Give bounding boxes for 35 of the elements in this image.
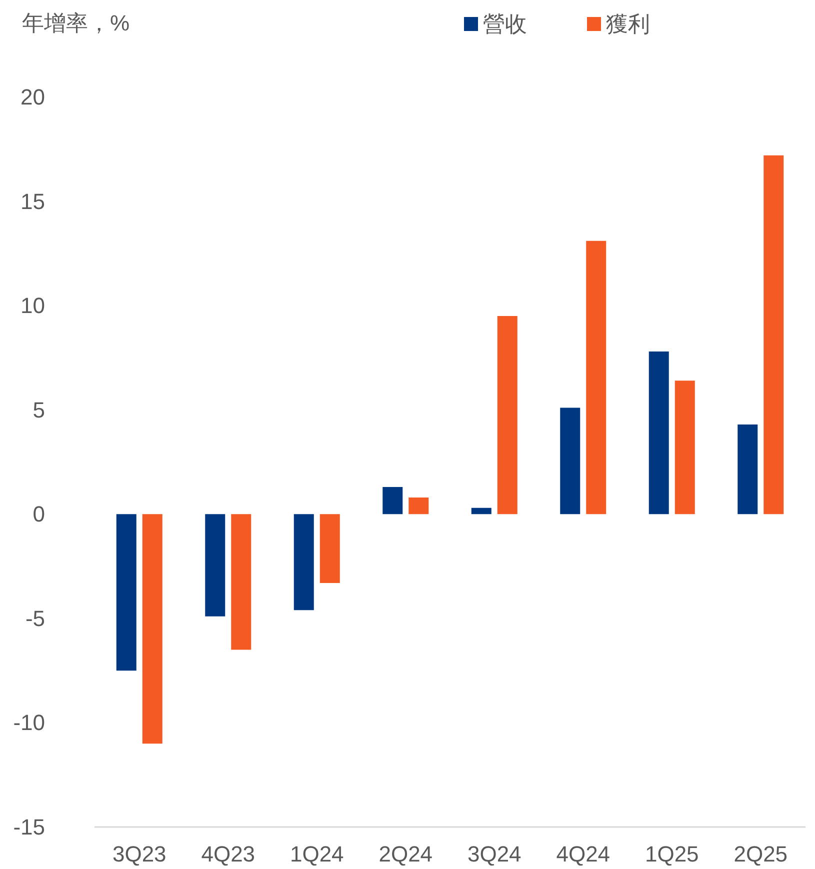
x-tick-label: 1Q24 [290, 842, 344, 866]
bar [382, 487, 403, 514]
bar [408, 497, 429, 514]
bar [205, 514, 226, 616]
bar [648, 351, 669, 514]
x-tick-label: 3Q24 [467, 842, 522, 866]
bar [116, 514, 136, 671]
bar [320, 514, 340, 583]
x-tick-label: 4Q24 [556, 842, 610, 866]
bar [764, 155, 784, 514]
x-tick-label: 2Q25 [734, 842, 788, 866]
y-tick-label: 20 [20, 84, 45, 110]
bar [231, 514, 252, 650]
y-tick-label: 0 [32, 502, 45, 527]
x-tick-label: 2Q24 [378, 842, 433, 866]
bar [738, 424, 758, 514]
bar [586, 240, 606, 514]
y-tick-label: 15 [20, 188, 45, 214]
legend-label: 營收 [483, 12, 527, 36]
x-tick-label: 1Q25 [644, 842, 699, 866]
y-tick-label: 5 [32, 397, 45, 422]
bar [497, 316, 518, 514]
bar [674, 380, 695, 514]
x-tick-label: 3Q23 [112, 842, 166, 866]
bar [142, 514, 162, 744]
legend-label: 獲利 [606, 12, 650, 36]
y-tick-label: -5 [25, 606, 45, 631]
bar [471, 508, 492, 514]
bar [560, 408, 580, 514]
x-tick-label: 4Q23 [201, 842, 256, 866]
y-axis-title: 年增率，% [22, 10, 130, 36]
bar [294, 514, 314, 610]
y-tick-label: -15 [13, 814, 45, 840]
y-tick-label: -10 [13, 710, 45, 736]
y-tick-label: 10 [20, 293, 45, 318]
